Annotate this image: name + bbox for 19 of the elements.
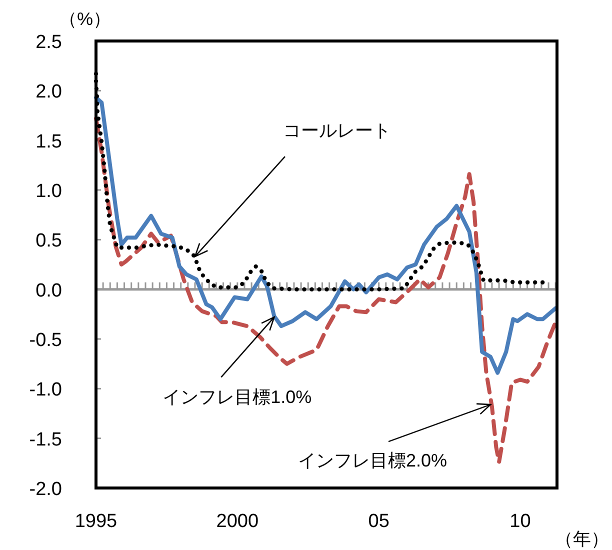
y-tick-label: -2.0 bbox=[29, 479, 62, 500]
x-axis-title: （年） bbox=[555, 529, 609, 549]
annotation: インフレ目標2.0% bbox=[298, 450, 448, 471]
y-tick-label: -1.5 bbox=[29, 429, 62, 450]
y-tick-label: 2.5 bbox=[36, 32, 62, 53]
x-tick-label: 2000 bbox=[216, 511, 259, 532]
y-tick-label: 1.0 bbox=[36, 181, 62, 202]
annotation: インフレ目標1.0% bbox=[162, 387, 312, 408]
x-tick-label: 10 bbox=[510, 511, 531, 532]
y-tick-label: 0.5 bbox=[36, 230, 62, 252]
y-tick-label: 1.5 bbox=[36, 131, 62, 152]
x-tick-label: 05 bbox=[368, 511, 390, 532]
y-tick-label: 2.0 bbox=[36, 82, 62, 103]
x-tick-label: 1995 bbox=[74, 511, 118, 532]
y-axis-title: （%） bbox=[58, 9, 112, 29]
y-tick-label: -1.0 bbox=[29, 380, 62, 401]
annotation: コールレート bbox=[282, 120, 391, 141]
y-tick-label: -0.5 bbox=[29, 330, 62, 351]
y-tick-label: 0.0 bbox=[36, 280, 62, 302]
